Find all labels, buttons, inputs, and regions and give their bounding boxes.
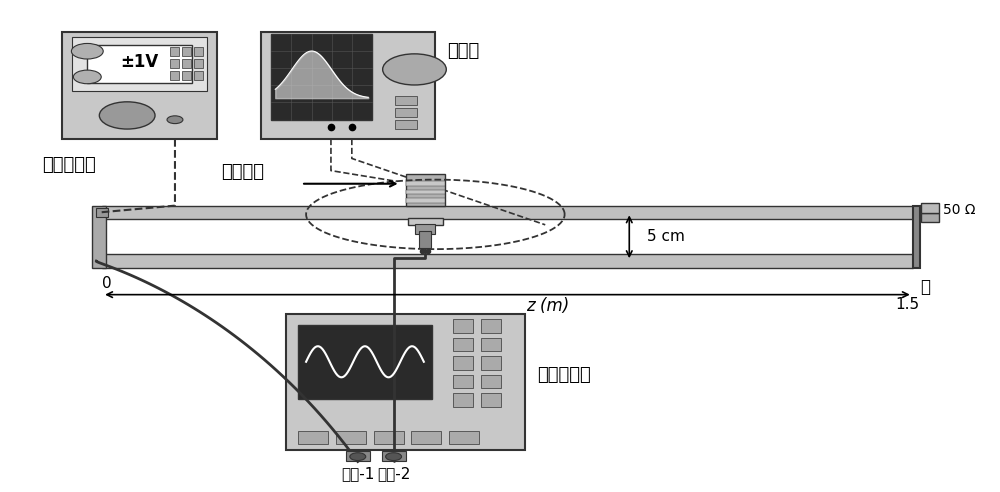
Bar (406, 198, 445, 203)
Bar (453, 338, 473, 351)
Circle shape (386, 453, 402, 461)
Circle shape (350, 453, 366, 461)
Bar (96, 208, 108, 216)
Text: 端口-2: 端口-2 (377, 466, 410, 481)
Text: 地: 地 (921, 277, 931, 296)
Text: 1.5: 1.5 (896, 297, 920, 312)
Bar (408, 218, 443, 225)
Bar (194, 59, 203, 68)
Bar (298, 325, 432, 399)
Bar (419, 231, 431, 248)
Bar (102, 206, 913, 219)
Bar (395, 108, 417, 117)
Bar (298, 431, 328, 444)
Bar (170, 59, 179, 68)
Bar (395, 121, 417, 129)
Bar (286, 314, 525, 450)
Text: 信号发生器: 信号发生器 (43, 156, 96, 174)
Bar (453, 393, 473, 407)
Bar (411, 431, 441, 444)
Bar (102, 254, 913, 268)
Bar (921, 213, 939, 222)
Bar (170, 71, 179, 80)
Bar (374, 431, 404, 444)
Circle shape (73, 70, 101, 84)
Bar (170, 47, 179, 56)
Bar (453, 319, 473, 333)
Circle shape (167, 116, 183, 123)
Bar (481, 356, 501, 370)
Bar (194, 47, 203, 56)
Bar (182, 59, 191, 68)
Bar (415, 224, 435, 234)
Circle shape (71, 43, 103, 59)
Bar (336, 431, 366, 444)
Text: ±1V: ±1V (120, 53, 159, 71)
Bar (449, 431, 479, 444)
Text: 频谱仪: 频谱仪 (447, 42, 480, 60)
Circle shape (383, 54, 446, 85)
Bar (182, 47, 191, 56)
Circle shape (99, 102, 155, 129)
Bar (194, 71, 203, 80)
Bar (261, 32, 435, 139)
Bar (395, 96, 417, 105)
Bar (406, 174, 445, 206)
Bar (913, 206, 920, 268)
Bar (453, 356, 473, 370)
Bar (271, 34, 372, 120)
Bar (92, 206, 106, 268)
Bar (481, 393, 501, 407)
Bar (87, 45, 192, 83)
Bar (72, 37, 207, 91)
Text: 电流探头: 电流探头 (222, 163, 265, 182)
Bar (921, 203, 939, 213)
Text: 0: 0 (102, 276, 112, 291)
Bar (481, 374, 501, 388)
Bar (481, 338, 501, 351)
Bar (382, 451, 406, 461)
Text: z (m): z (m) (526, 297, 569, 315)
Bar (453, 374, 473, 388)
Bar (406, 181, 445, 185)
Bar (481, 319, 501, 333)
Text: 5 cm: 5 cm (647, 229, 685, 244)
Text: 网络分析仪: 网络分析仪 (537, 367, 591, 384)
Text: 端口-1: 端口-1 (341, 466, 374, 481)
Text: 50 Ω: 50 Ω (943, 203, 975, 216)
Bar (346, 451, 370, 461)
Bar (182, 71, 191, 80)
Bar (406, 189, 445, 194)
Bar (62, 32, 217, 139)
